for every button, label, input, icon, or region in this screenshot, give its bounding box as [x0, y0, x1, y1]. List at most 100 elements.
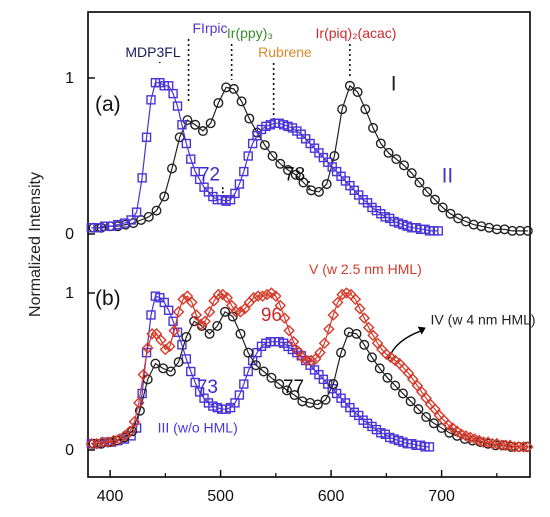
series-label: V (w 2.5 nm HML) — [309, 261, 422, 277]
data-point-circle — [266, 372, 277, 383]
data-point-circle — [445, 208, 456, 219]
data-layer — [85, 77, 534, 453]
data-point-diamond — [367, 329, 379, 342]
data-point-circle — [159, 191, 170, 202]
y-tick-label: 0 — [65, 226, 74, 243]
data-point-diamond — [451, 425, 463, 437]
data-point-square — [163, 305, 174, 315]
data-point-circle — [313, 186, 324, 197]
data-point-circle — [143, 211, 154, 222]
iv-arrow-head — [417, 326, 426, 335]
data-point-diamond — [168, 324, 180, 337]
emitter-label: MDP3FL — [125, 44, 180, 60]
data-point-diamond — [234, 306, 247, 318]
data-point-diamond — [517, 441, 530, 453]
data-point-diamond — [446, 422, 459, 434]
data-point-circle — [274, 379, 285, 390]
data-point-square — [230, 188, 240, 199]
data-point-circle — [321, 179, 332, 190]
data-point-square — [86, 223, 97, 233]
data-point-diamond — [124, 425, 136, 437]
data-point-circle — [413, 404, 424, 415]
data-point-diamond — [230, 306, 242, 318]
data-point-diamond — [181, 290, 194, 302]
data-point-circle — [491, 224, 502, 235]
data-point-circle — [236, 96, 247, 107]
series-label: II — [442, 165, 454, 188]
data-point-diamond — [513, 441, 525, 453]
data-point-circle — [312, 399, 323, 410]
data-point-circle — [368, 122, 379, 133]
data-point-diamond — [225, 299, 238, 312]
data-point-diamond — [107, 434, 120, 447]
data-point-diamond — [292, 345, 304, 357]
data-point-diamond — [186, 296, 198, 309]
data-point-diamond — [265, 287, 278, 299]
data-point-diamond — [199, 315, 211, 328]
data-point-diamond — [177, 293, 189, 306]
data-point-circle — [165, 366, 176, 377]
series-b-0 — [86, 291, 435, 452]
emitter-label: Ir(ppy)₃ — [227, 25, 273, 41]
series-label: IV (w 4 nm HML) — [431, 311, 536, 327]
data-point-diamond — [155, 334, 167, 346]
data-point-diamond — [309, 353, 322, 365]
data-point-diamond — [407, 373, 419, 386]
data-point-square — [186, 154, 196, 164]
y-tick-label: 1 — [65, 70, 74, 87]
data-point-diamond — [402, 367, 415, 379]
data-point-circle — [383, 147, 394, 158]
data-point-diamond — [323, 323, 335, 335]
x-tick-label: 500 — [207, 488, 234, 505]
data-point-diamond — [274, 299, 287, 312]
data-point-circle — [374, 363, 385, 374]
data-point-circle — [275, 158, 286, 169]
data-point-circle — [220, 306, 231, 317]
data-point-diamond — [203, 306, 216, 318]
data-point-circle — [421, 412, 432, 423]
data-point-square — [106, 221, 116, 231]
data-point-diamond — [217, 288, 229, 301]
data-point-diamond — [314, 346, 326, 359]
data-point-diamond — [415, 386, 428, 398]
data-point-square — [424, 442, 435, 452]
x-tick-label: 600 — [318, 488, 345, 505]
data-point-square — [243, 151, 253, 161]
data-point-circle — [515, 225, 526, 236]
data-point-square — [146, 95, 156, 105]
data-point-diamond — [486, 437, 499, 450]
data-point-circle — [429, 194, 440, 205]
data-point-diamond — [380, 348, 393, 361]
data-point-circle — [119, 432, 130, 443]
data-point-circle — [375, 138, 386, 149]
data-point-diamond — [477, 436, 490, 448]
data-point-diamond — [208, 295, 220, 307]
data-point-circle — [281, 385, 292, 396]
data-point-square — [93, 223, 103, 233]
data-point-square — [177, 120, 187, 130]
x-tick-label: 400 — [97, 488, 124, 505]
y-tick-label: 1 — [65, 285, 74, 302]
data-point-circle — [397, 388, 408, 399]
data-point-diamond — [305, 354, 317, 367]
emitter-label: Ir(piq)₂(acac) — [316, 25, 397, 41]
data-point-square — [186, 366, 196, 377]
data-point-circle — [151, 205, 162, 216]
data-point-square — [190, 377, 200, 388]
data-point-circle — [243, 347, 254, 358]
plot-frame — [87, 11, 531, 478]
data-point-diamond — [354, 302, 366, 315]
valley-label: 73 — [197, 377, 218, 398]
data-point-square — [234, 390, 245, 400]
data-point-circle — [406, 168, 417, 179]
data-point-diamond — [411, 379, 424, 392]
data-point-diamond — [336, 288, 348, 301]
valley-label: 78 — [284, 165, 305, 186]
data-point-diamond — [150, 328, 163, 340]
series-label: I — [391, 72, 397, 95]
data-point-square — [146, 310, 156, 320]
data-point-circle — [329, 150, 340, 161]
x-tick-label: 700 — [428, 488, 455, 505]
data-point-circle — [197, 126, 208, 137]
